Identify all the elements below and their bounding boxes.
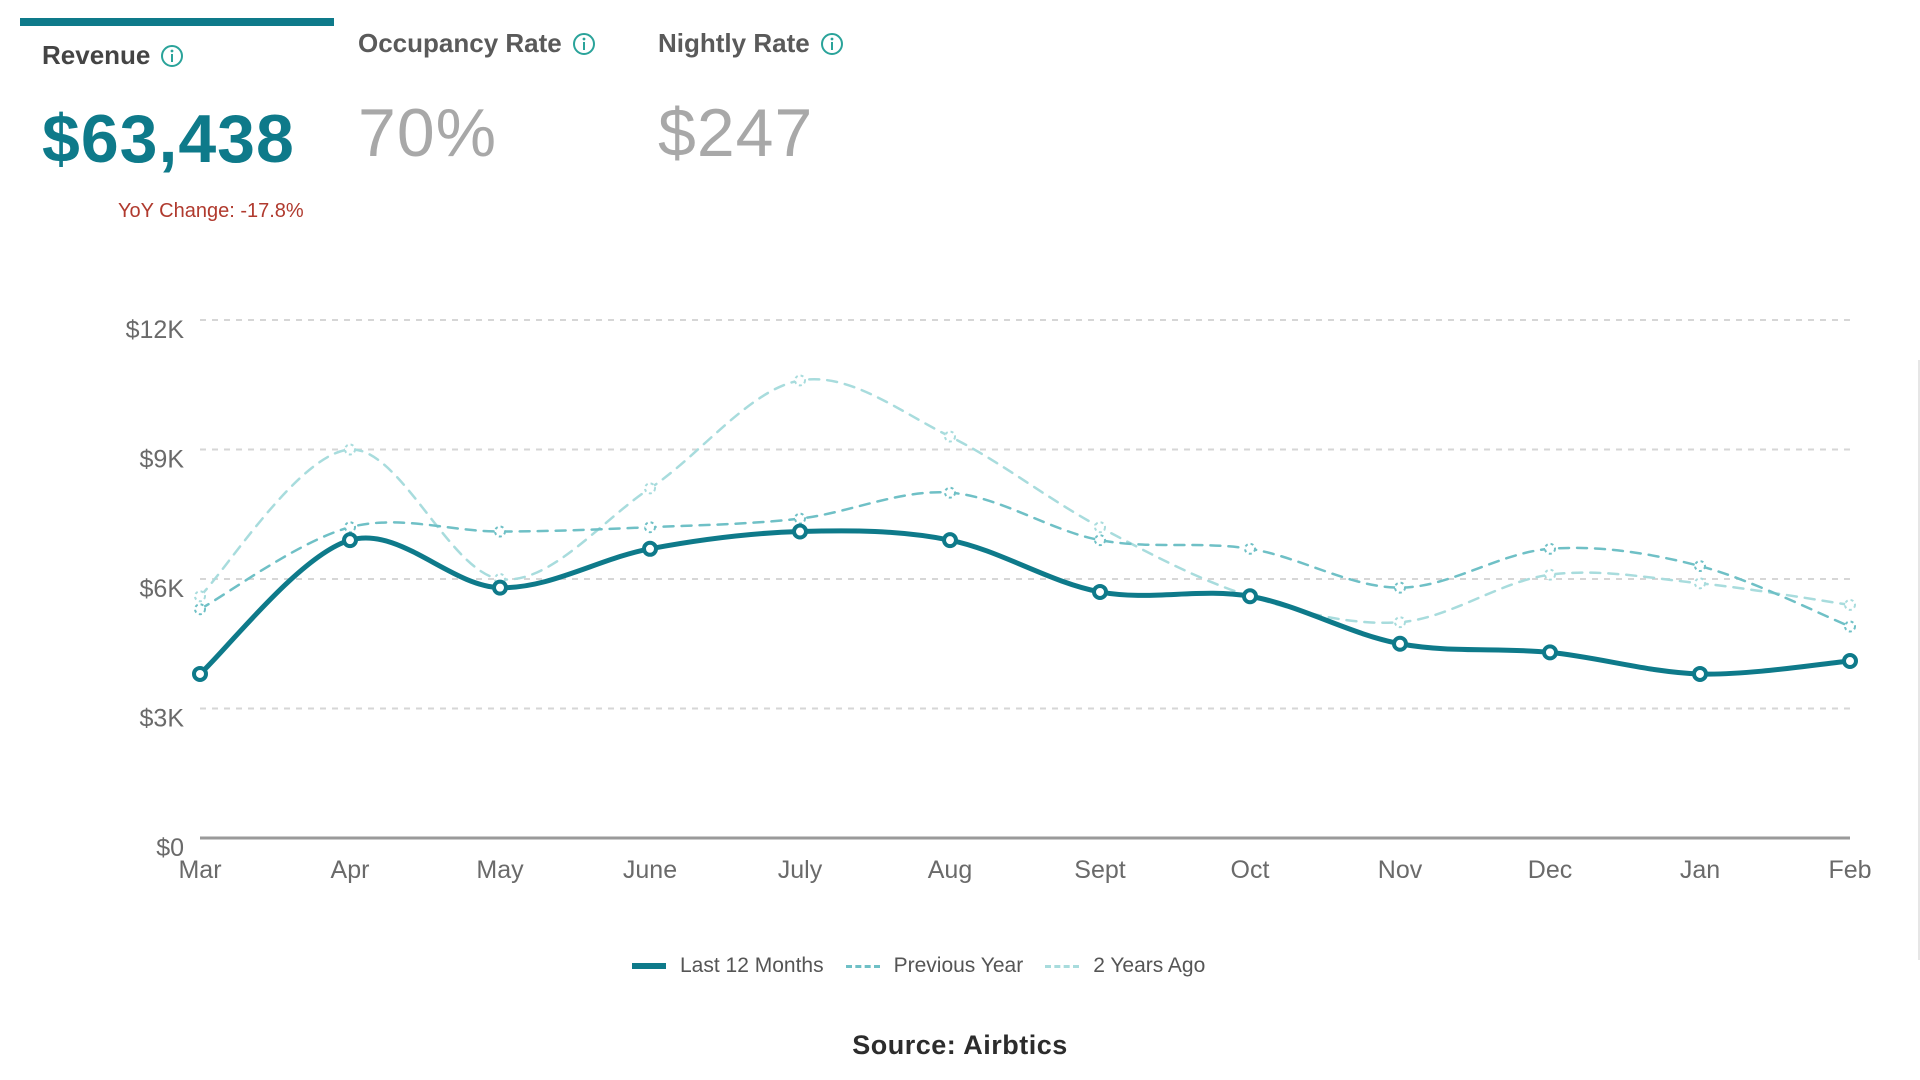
data-point — [1694, 577, 1706, 590]
source-caption: Source: Airbtics — [852, 1030, 1068, 1060]
y-tick-label: $12K — [126, 316, 185, 344]
legend-label: Last 12 Months — [680, 954, 824, 977]
panel-divider — [1918, 360, 1920, 960]
data-point — [1394, 581, 1406, 594]
data-point — [644, 521, 656, 534]
tab-occupancy-label: Occupancy Rate — [358, 28, 562, 58]
data-point — [944, 486, 956, 499]
yoy-change: YoY Change: -17.8% — [118, 200, 304, 222]
tab-occupancy-rate[interactable]: Occupancy Rate 70% — [356, 18, 636, 171]
data-point — [192, 665, 208, 682]
data-point — [1544, 542, 1556, 555]
x-tick-label: July — [778, 856, 823, 884]
legend-label: Previous Year — [893, 954, 1024, 977]
y-tick-label: $6K — [140, 575, 185, 603]
data-point — [492, 579, 508, 596]
data-point — [342, 532, 358, 549]
data-point — [1842, 653, 1858, 670]
data-point — [1694, 560, 1706, 573]
x-tick-label: Aug — [928, 856, 972, 884]
x-tick-label: Nov — [1378, 856, 1423, 884]
data-point — [1242, 588, 1258, 605]
occupancy-value: 70% — [358, 95, 498, 171]
tab-nightly-rate[interactable]: Nightly Rate $247 — [656, 18, 896, 171]
series-line-2-years-ago — [198, 378, 1852, 624]
data-point — [1244, 542, 1256, 555]
info-circle-icon[interactable] — [572, 32, 596, 56]
data-point — [942, 532, 958, 549]
data-point — [794, 512, 806, 525]
legend-item-last-12-months[interactable]: Last 12 Months — [632, 954, 824, 978]
data-point — [1092, 583, 1108, 600]
x-tick-label: Feb — [1828, 856, 1871, 884]
x-tick-label: Jan — [1680, 856, 1720, 884]
x-tick-label: May — [476, 856, 524, 884]
tab-nightly-label: Nightly Rate — [658, 28, 810, 58]
revenue-value: $63,438 — [42, 101, 295, 177]
tab-active-indicator — [20, 18, 334, 26]
tab-revenue[interactable]: Revenue $63,438 YoY Change: -17.8% — [20, 18, 336, 222]
info-circle-icon[interactable] — [820, 32, 844, 56]
y-tick-label: $0 — [156, 834, 184, 862]
x-tick-label: Oct — [1231, 856, 1270, 884]
legend-swatch-solid — [632, 963, 666, 969]
nightly-rate-value: $247 — [658, 95, 814, 171]
tab-nightly-title: Nightly Rate — [658, 28, 844, 59]
metric-tabs: Revenue $63,438 YoY Change: -17.8% Occup… — [20, 18, 1020, 222]
data-point — [1094, 534, 1106, 547]
data-point — [344, 521, 356, 534]
data-point — [1692, 665, 1708, 682]
legend-item-2-years-ago[interactable]: 2 Years Ago — [1045, 954, 1205, 978]
tab-revenue-title: Revenue — [42, 40, 184, 71]
x-tick-label: June — [623, 856, 677, 884]
data-point — [644, 482, 656, 495]
data-point — [792, 523, 808, 540]
data-point — [642, 540, 658, 557]
legend-swatch-dashed-light — [1045, 964, 1080, 968]
series-line-last-12-months — [197, 528, 1853, 677]
tab-revenue-label: Revenue — [42, 40, 151, 70]
data-point — [944, 430, 956, 443]
y-tick-label: $9K — [140, 446, 185, 474]
legend-swatch-dashed — [845, 964, 880, 968]
tab-occupancy-title: Occupancy Rate — [358, 28, 596, 59]
data-point — [1094, 521, 1106, 534]
data-point — [194, 590, 206, 603]
data-point — [344, 443, 356, 456]
chart-legend: Last 12 Months Previous Year 2 Years Ago — [632, 950, 1205, 982]
x-tick-label: Mar — [178, 856, 221, 884]
data-point — [1844, 620, 1856, 633]
data-point — [1542, 644, 1558, 661]
data-point — [1394, 616, 1406, 629]
legend-label: 2 Years Ago — [1093, 954, 1206, 977]
series-line-previous-year — [198, 491, 1852, 628]
data-point — [494, 525, 506, 538]
x-tick-label: Dec — [1528, 856, 1572, 884]
data-point — [1844, 598, 1856, 611]
data-point — [1544, 568, 1556, 581]
info-circle-icon[interactable] — [160, 44, 184, 68]
x-tick-label: Sept — [1074, 856, 1125, 884]
data-point — [194, 603, 206, 616]
data-point — [1392, 635, 1408, 652]
data-point — [794, 374, 806, 387]
legend-item-previous-year[interactable]: Previous Year — [845, 954, 1024, 978]
y-tick-label: $3K — [140, 705, 185, 733]
x-tick-label: Apr — [331, 856, 370, 884]
